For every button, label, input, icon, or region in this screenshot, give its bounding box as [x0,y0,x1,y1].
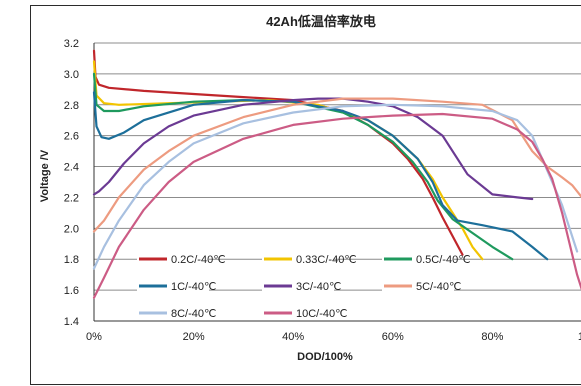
y-tick-label: 2.4 [64,162,79,174]
legend-label: 0.5C/-40℃ [416,254,471,266]
y-tick-label: 1.6 [64,285,79,297]
x-tick-labels: 0% 20% 40% 60% 80% 100% [86,331,581,343]
series-line [92,103,579,270]
series-line [92,97,534,201]
legend-item-bg [137,279,209,293]
legend-label: 5C/-40℃ [416,281,461,293]
series-line [92,112,581,299]
series-line [92,49,464,256]
legend-label: 10C/-40℃ [296,308,348,320]
series-group [92,49,581,299]
y-tick-label: 2.6 [64,131,79,143]
series-line [92,97,581,233]
legend-item-bg [262,252,334,266]
y-tick-label: 1.4 [64,316,79,328]
legend-label: 3C/-40℃ [296,281,341,293]
legend-item-bg [137,306,209,320]
legend-label: 0.2C/-40℃ [171,254,226,266]
y-tick-label: 2.2 [64,192,79,204]
legend-item-bg [137,252,209,266]
x-tick-label: 60% [382,331,404,343]
chart-svg: 42Ah低温倍率放电 1.4 1.6 1.8 2.0 2.2 2.4 2.6 2.8 3.0 3.… [39,14,581,363]
y-tick-label: 2.8 [64,100,79,112]
x-axis-label: DOD/100% [297,351,353,363]
y-tick-label: 3.2 [64,38,79,50]
y-tick-label: 2.0 [64,223,79,235]
x-tick-label: 20% [183,331,205,343]
legend-item-bg [262,279,334,293]
y-tick-labels: 1.4 1.6 1.8 2.0 2.2 2.4 2.6 2.8 3.0 3.2 [64,38,79,328]
chart-title: 42Ah低温倍率放电 [266,14,376,29]
legend-label: 1C/-40℃ [171,281,216,293]
chart-frame: 42Ah低温倍率放电 1.4 1.6 1.8 2.0 2.2 2.4 2.6 2.8 3.0 3.… [30,5,581,385]
x-tick-label: 40% [282,331,304,343]
legend-item-bg [262,306,334,320]
legend-label: 0.33C/-40℃ [296,254,357,266]
x-tick-label: 80% [481,331,503,343]
legend: 0.2C/-40℃ 0.33C/-40℃ 0.5C/-40℃ 1C/-40℃ 3C/-4… [137,252,471,320]
legend-item-bg [382,252,454,266]
legend-label: 8C/-40℃ [171,308,216,320]
y-axis-label: Voltage /V [39,149,51,202]
series-line [92,91,549,261]
x-tick-label: 100% [578,331,581,343]
legend-item-bg [382,279,454,293]
y-tick-label: 1.8 [64,254,79,266]
y-tick-label: 3.0 [64,69,79,81]
x-tick-label: 0% [86,331,102,343]
